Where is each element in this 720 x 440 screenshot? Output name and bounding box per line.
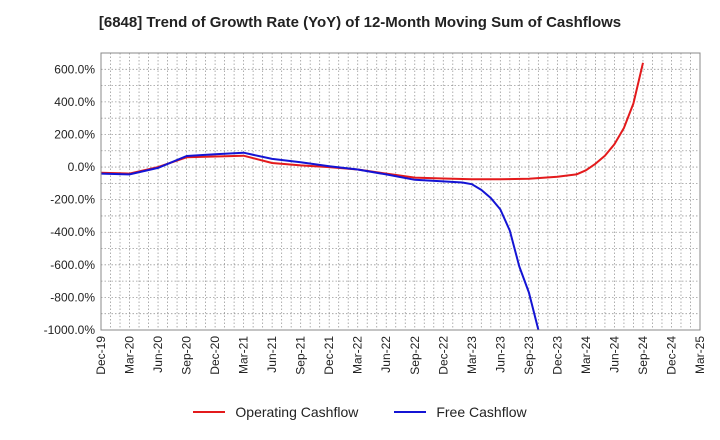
y-tick-label: -400.0% <box>50 225 95 239</box>
legend-label-free: Free Cashflow <box>436 404 527 420</box>
legend-swatch-free <box>394 411 427 413</box>
y-tick-label: -1000.0% <box>44 323 96 337</box>
chart-title: [6848] Trend of Growth Rate (YoY) of 12-… <box>98 14 622 31</box>
y-tick-labels: 600.0% 400.0% 200.0% 0.0% -200.0% -400.0% -600… <box>44 62 96 337</box>
series-layer <box>100 62 644 331</box>
legend-swatch-operating <box>193 411 226 413</box>
y-tick-label: -200.0% <box>50 193 95 207</box>
x-tick-label: Mar-20 <box>123 336 137 374</box>
x-tick-label: Jun-24 <box>607 336 621 373</box>
y-tick-label: 400.0% <box>54 95 95 109</box>
x-tick-label: Mar-24 <box>579 336 593 374</box>
x-tick-label: Sep-24 <box>636 336 650 375</box>
x-tick-label: Mar-25 <box>693 336 707 374</box>
x-tick-label: Sep-22 <box>408 336 422 375</box>
x-tick-label: Dec-21 <box>322 336 336 375</box>
y-tick-label: -600.0% <box>50 258 95 272</box>
legend: Operating Cashflow Free Cashflow <box>0 404 720 420</box>
x-tick-label: Sep-23 <box>522 336 536 375</box>
x-tick-label: Dec-19 <box>94 336 108 375</box>
x-tick-label: Sep-20 <box>180 336 194 375</box>
series-line-operating-cashflow <box>100 62 644 181</box>
y-tick-label: 0.0% <box>68 160 96 174</box>
x-tick-label: Dec-22 <box>436 336 450 375</box>
x-tick-label: Dec-24 <box>664 336 678 375</box>
series-line-free-cashflow <box>100 151 540 331</box>
x-tick-label: Dec-20 <box>208 336 222 375</box>
x-tick-label: Sep-21 <box>294 336 308 375</box>
legend-item-operating: Operating Cashflow <box>193 404 358 420</box>
x-tick-label: Jun-20 <box>151 336 165 373</box>
legend-label-operating: Operating Cashflow <box>235 404 359 420</box>
x-tick-label: Dec-23 <box>550 336 564 375</box>
y-tick-label: 600.0% <box>54 62 95 76</box>
legend-item-free: Free Cashflow <box>394 404 527 420</box>
grid-layer <box>100 52 701 331</box>
plot-frame <box>100 52 701 331</box>
x-tick-label: Jun-22 <box>379 336 393 373</box>
y-tick-label: 200.0% <box>54 127 95 141</box>
y-tick-label: -800.0% <box>50 290 95 304</box>
x-tick-label: Jun-23 <box>493 336 507 373</box>
x-tick-label: Jun-21 <box>265 336 279 373</box>
x-tick-label: Mar-23 <box>465 336 479 374</box>
x-tick-label: Mar-22 <box>351 336 365 374</box>
x-tick-label: Mar-21 <box>237 336 251 374</box>
x-tick-labels: Dec-19 Mar-20 Jun-20 Sep-20 Dec-20 Mar-21 Jun-… <box>94 336 707 375</box>
